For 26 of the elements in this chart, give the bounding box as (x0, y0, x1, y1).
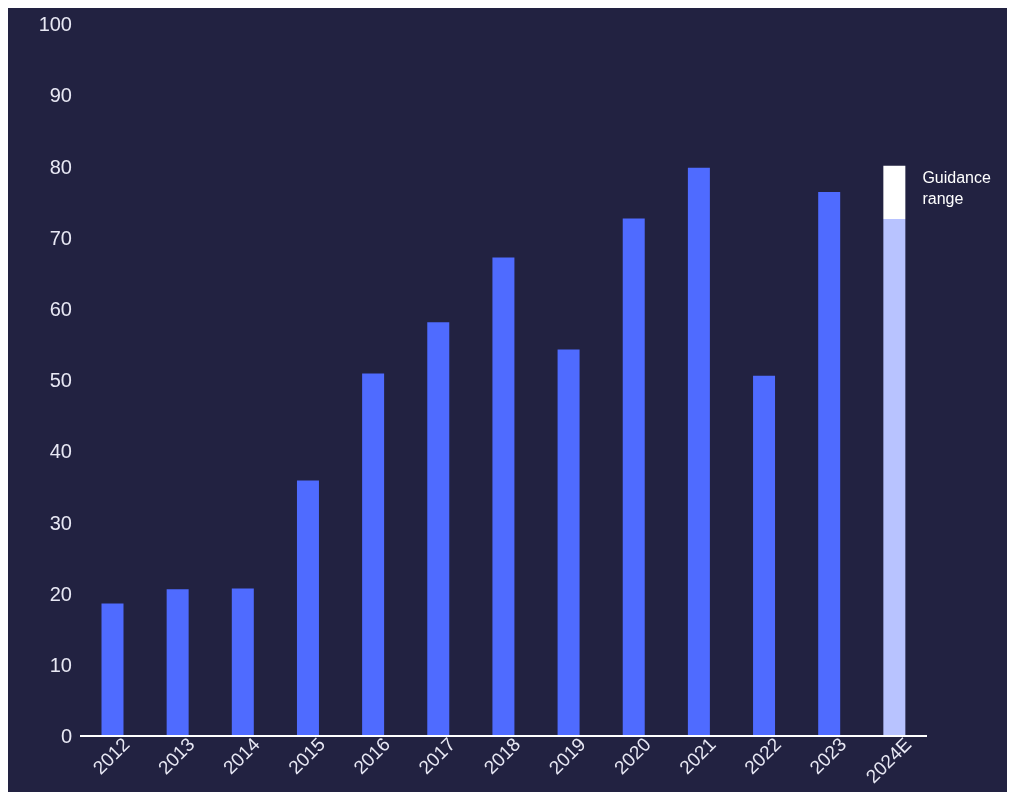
bar (883, 219, 906, 736)
bar (622, 218, 645, 736)
bar (818, 192, 841, 736)
y-tick-label: 10 (49, 653, 72, 676)
y-tick-label: 70 (49, 226, 72, 249)
y-tick-label: 30 (49, 511, 72, 534)
bar (101, 603, 124, 736)
bar (687, 167, 710, 736)
y-tick-label: 100 (38, 13, 72, 36)
bar (427, 322, 450, 736)
bar (883, 165, 906, 220)
y-tick-label: 80 (49, 155, 72, 178)
y-tick-label: 90 (49, 84, 72, 107)
bar (231, 588, 254, 736)
bar (557, 349, 580, 736)
bar (492, 257, 515, 736)
y-tick-label: 60 (49, 297, 72, 320)
annotation: Guidance range (922, 168, 992, 207)
y-tick-label: 20 (49, 582, 72, 605)
bar (296, 480, 319, 736)
y-tick-label: 50 (49, 369, 72, 392)
bar (166, 589, 189, 736)
bar (753, 375, 776, 736)
bar (362, 373, 385, 736)
y-tick-label: 0 (60, 725, 72, 748)
y-tick-label: 40 (49, 440, 72, 463)
